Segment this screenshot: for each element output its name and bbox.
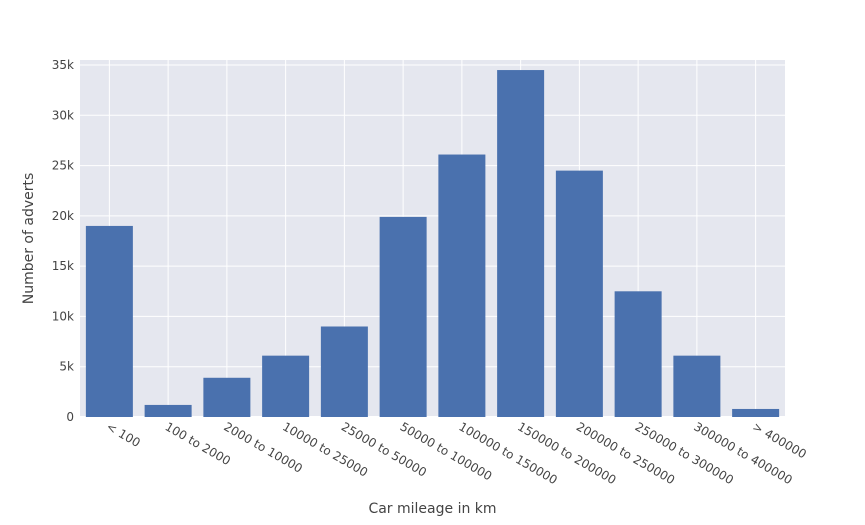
bar[interactable] (438, 154, 486, 417)
bars (85, 70, 780, 417)
y-axis-title: Number of adverts (21, 173, 37, 305)
x-axis-title: Car mileage in km (368, 501, 496, 517)
y-tick-label: 5k (59, 360, 74, 374)
y-tick-label: 35k (52, 58, 74, 72)
x-tick-label: < 100 (104, 419, 143, 450)
bar[interactable] (203, 377, 251, 417)
y-axis-ticks: 0 5k 10k 15k 20k 25k 30k 35k (52, 58, 74, 424)
bar[interactable] (144, 404, 192, 417)
bar[interactable] (85, 225, 133, 417)
x-tick-label: 150000 to 200000 (515, 419, 618, 487)
x-tick-label: 300000 to 400000 (691, 419, 794, 487)
bar[interactable] (262, 355, 310, 417)
bar[interactable] (732, 408, 780, 417)
x-tick-label: 100000 to 150000 (456, 419, 559, 487)
y-tick-label: 25k (52, 159, 74, 173)
x-tick-label: 250000 to 300000 (633, 419, 736, 487)
bar[interactable] (614, 291, 662, 417)
y-tick-label: 30k (52, 108, 74, 122)
y-tick-label: 20k (52, 209, 74, 223)
bar[interactable] (379, 216, 427, 417)
bar[interactable] (555, 170, 603, 417)
x-tick-label: 100 to 2000 (163, 419, 233, 468)
bar[interactable] (497, 70, 545, 417)
plot-area (80, 60, 785, 417)
y-tick-label: 0 (66, 410, 74, 424)
bar[interactable] (673, 355, 721, 417)
x-tick-label: 200000 to 250000 (574, 419, 677, 487)
bar[interactable] (320, 326, 368, 417)
y-tick-label: 15k (52, 259, 74, 273)
y-tick-label: 10k (52, 309, 74, 323)
